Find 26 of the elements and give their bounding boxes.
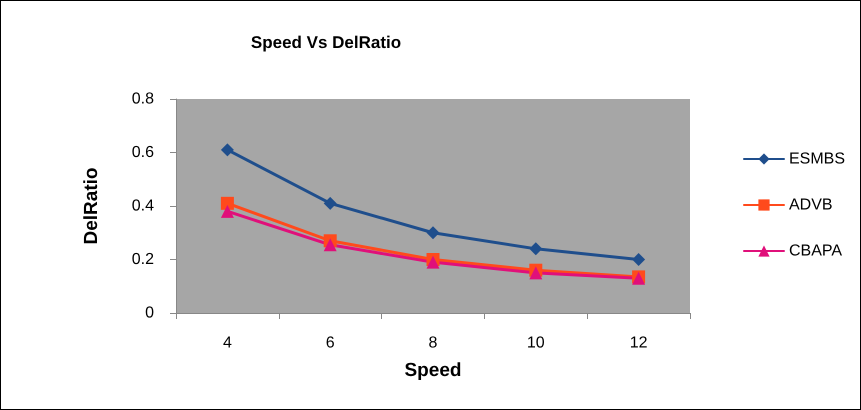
point [426,256,440,269]
point [220,204,234,218]
y-tick-label: 0.4 [132,198,154,214]
y-tick-label: 0.8 [132,90,154,108]
x-tick-label: 12 [630,334,648,352]
y-tick-label: 0 [145,304,154,322]
x-tick-label: 10 [526,334,545,352]
legend-label: ADVB [788,196,833,214]
legend-label: CBAPA [788,242,842,260]
legend-label: ESMBS [788,150,845,168]
chart-title: Speed Vs DelRatio [250,33,402,52]
point [426,226,440,240]
x-tick-label: 8 [428,334,438,352]
y-axis-title: DelRatio [81,167,102,245]
y-tick-label: 0.6 [132,144,154,161]
point [632,253,646,266]
x-axis-title: Speed [404,360,462,381]
x-tick-label: 4 [222,334,232,352]
point [220,143,234,156]
point [529,242,542,256]
point [324,196,337,210]
y-tick-label: 0.2 [132,251,154,268]
point [324,238,337,252]
point [529,266,542,280]
point [220,196,234,210]
x-tick-label: 6 [326,334,335,352]
